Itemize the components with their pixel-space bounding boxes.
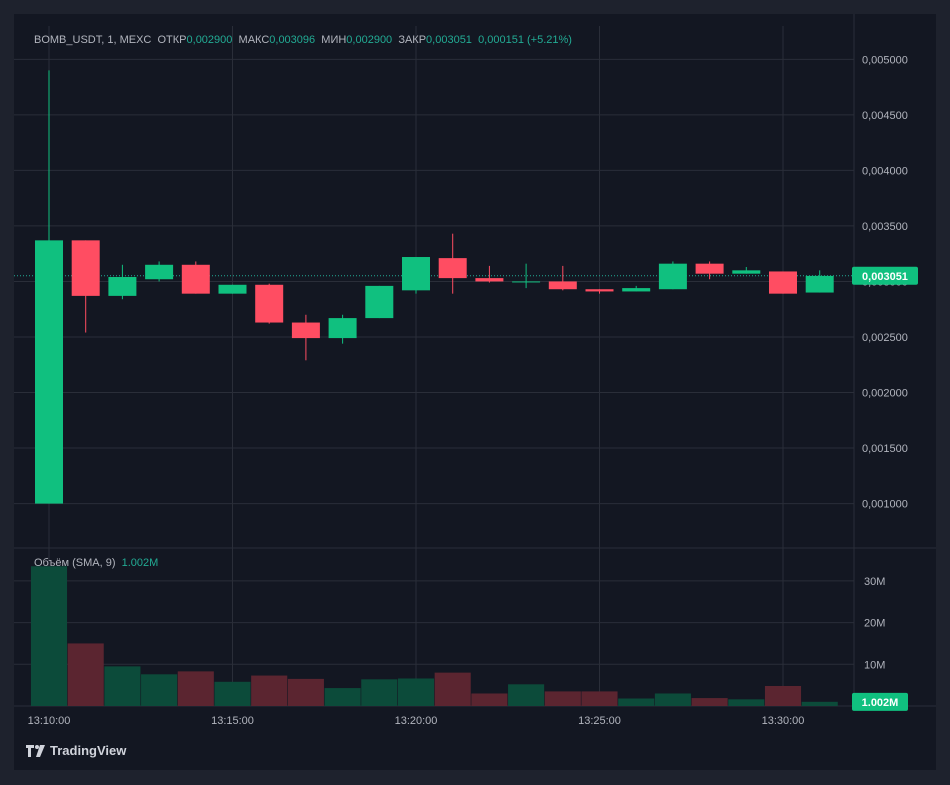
- open-label: ОТКР: [157, 34, 187, 46]
- price-tick-label: 0,001500: [862, 443, 908, 455]
- volume-tick-label: 20M: [864, 618, 885, 630]
- candle-body: [548, 281, 577, 290]
- chart-frame: 0,0050000,0045000,0040000,0035000,003000…: [14, 14, 936, 770]
- candle-body: [181, 264, 210, 294]
- price-tick-label: 0,005000: [862, 54, 908, 66]
- volume-bar: [581, 691, 618, 706]
- candle-body: [365, 285, 394, 319]
- volume-bar: [618, 698, 655, 706]
- last-price-label: 0,003051: [862, 271, 908, 283]
- last-price-badge: [852, 266, 918, 285]
- volume-bar: [324, 688, 361, 706]
- time-tick-label: 13:20:00: [395, 715, 438, 727]
- price-tick-label: 0,002000: [862, 388, 908, 400]
- volume-bar: [361, 679, 398, 706]
- close-value: 0,003051: [426, 34, 472, 46]
- price-tick-label: 0,001000: [862, 499, 908, 511]
- volume-legend-label: Объём (SMA, 9): [34, 557, 116, 569]
- price-tick-label: 0,002500: [862, 332, 908, 344]
- volume-tick-label: 10M: [864, 659, 885, 671]
- low-label: МИН: [321, 34, 347, 46]
- last-volume-label: 1.002M: [862, 697, 899, 709]
- price-tick-label: 0,004000: [862, 165, 908, 177]
- volume-bar: [728, 699, 765, 706]
- volume-bar: [471, 693, 508, 706]
- candles: [35, 70, 834, 504]
- time-tick-label: 13:30:00: [762, 715, 805, 727]
- volume-bar: [177, 671, 214, 706]
- open-value: 0,002900: [186, 34, 233, 46]
- last-volume-badge: [852, 692, 908, 711]
- low-value: 0,002900: [346, 34, 393, 46]
- volume-bar: [691, 698, 728, 706]
- candle-body: [328, 318, 357, 339]
- candle-body: [622, 288, 651, 292]
- volume-bars: [30, 566, 838, 706]
- time-tick-label: 13:15:00: [211, 715, 254, 727]
- ohlc-legend: BOMB_USDT, 1, MEXC ОТКР0,002900 МАКС0,00…: [34, 34, 572, 46]
- candle-body: [218, 284, 247, 294]
- volume-bar: [214, 681, 251, 706]
- tradingview-logo[interactable]: TradingView: [26, 743, 126, 758]
- volume-bar: [544, 691, 581, 706]
- tradingview-icon: [26, 744, 45, 757]
- candle-body: [35, 240, 63, 504]
- candle-body: [402, 257, 430, 291]
- candle-body: [769, 271, 797, 294]
- volume-bar: [287, 678, 324, 706]
- volume-bar: [434, 672, 471, 706]
- change-value: 0,000151 (+5.21%): [478, 34, 572, 46]
- candle-body: [291, 322, 320, 339]
- volume-bar: [654, 693, 691, 706]
- volume-bar: [251, 675, 288, 706]
- volume-bar: [67, 643, 104, 706]
- volume-bar: [397, 678, 435, 706]
- volume-bar: [508, 684, 545, 706]
- volume-axis[interactable]: 30M 20M 10M: [864, 576, 885, 671]
- candle-body: [145, 264, 174, 280]
- candle-body: [438, 258, 467, 279]
- candle-body: [255, 284, 284, 323]
- grid-lines: [14, 14, 936, 707]
- candle-body: [108, 277, 137, 296]
- candle-body: [732, 270, 761, 274]
- time-axis[interactable]: 13:10:00 13:15:00 13:20:00 13:25:00 13:30:00: [28, 715, 805, 727]
- time-tick-label: 13:25:00: [578, 715, 621, 727]
- candle-body: [585, 289, 614, 292]
- last-value-labels: 0,003051 1.002M: [852, 266, 918, 711]
- brand-label: TradingView: [50, 743, 127, 758]
- volume-bar: [104, 666, 141, 706]
- close-label: ЗАКР: [398, 34, 427, 46]
- volume-bar: [30, 566, 68, 706]
- candle-body: [71, 240, 100, 296]
- volume-legend[interactable]: Объём (SMA, 9) 1.002M: [34, 557, 158, 569]
- candle-body: [658, 263, 687, 290]
- candlestick-chart[interactable]: 0,0050000,0045000,0040000,0035000,003000…: [14, 14, 936, 770]
- high-value: 0,003096: [269, 34, 316, 46]
- price-tick-label: 0,003500: [862, 221, 908, 233]
- volume-bar: [801, 701, 838, 706]
- candle-body: [512, 281, 541, 283]
- candle-body: [475, 278, 504, 282]
- candle-body: [695, 263, 724, 274]
- volume-tick-label: 30M: [864, 576, 885, 588]
- high-label: МАКС: [238, 34, 270, 46]
- volume-bar: [764, 685, 802, 706]
- volume-legend-value: 1.002M: [121, 557, 159, 569]
- volume-bar: [141, 674, 178, 706]
- time-tick-label: 13:10:00: [28, 715, 71, 727]
- price-tick-label: 0,004500: [862, 110, 908, 122]
- symbol-label[interactable]: BOMB_USDT, 1, MEXC: [34, 34, 152, 46]
- candle-body: [805, 275, 834, 293]
